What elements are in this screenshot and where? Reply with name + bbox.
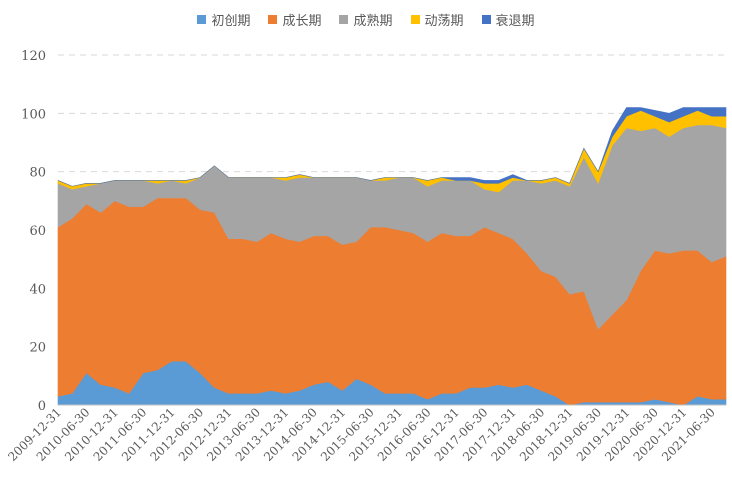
area-series-4 [57, 107, 727, 187]
legend-item-3: 动荡期 [410, 10, 464, 29]
y-tick-label: 60 [29, 224, 46, 239]
area-series [57, 107, 727, 406]
y-tick-label: 100 [21, 107, 46, 122]
legend-item-2: 成熟期 [339, 10, 393, 29]
legend-item-0: 初创期 [197, 10, 250, 29]
y-tick-label: 120 [21, 49, 46, 64]
legend-label: 初创期 [211, 14, 251, 29]
legend-item-4: 衰退期 [481, 10, 535, 29]
x-tick-labels: 2009-12-312010-06-302010-12-312011-06-30… [5, 405, 718, 464]
legend-swatch [481, 15, 491, 24]
y-tick-label: 20 [29, 341, 46, 356]
legend-label: 衰退期 [495, 14, 535, 29]
legend-label: 成长期 [282, 14, 322, 29]
legend-swatch [197, 15, 207, 24]
y-tick-labels: 0 20 40 60 80 100 120 [21, 49, 46, 414]
legend: 初创期 成长期 成熟期 动荡期 衰退期 [0, 10, 732, 29]
legend-item-1: 成长期 [268, 10, 321, 29]
y-tick-label: 40 [29, 282, 46, 297]
legend-swatch [268, 15, 278, 24]
legend-label: 成熟期 [353, 14, 393, 29]
y-tick-label: 80 [29, 166, 46, 181]
legend-label: 动荡期 [424, 14, 464, 29]
legend-swatch [339, 15, 349, 24]
legend-swatch [410, 15, 420, 24]
y-tick-label: 0 [38, 399, 46, 414]
